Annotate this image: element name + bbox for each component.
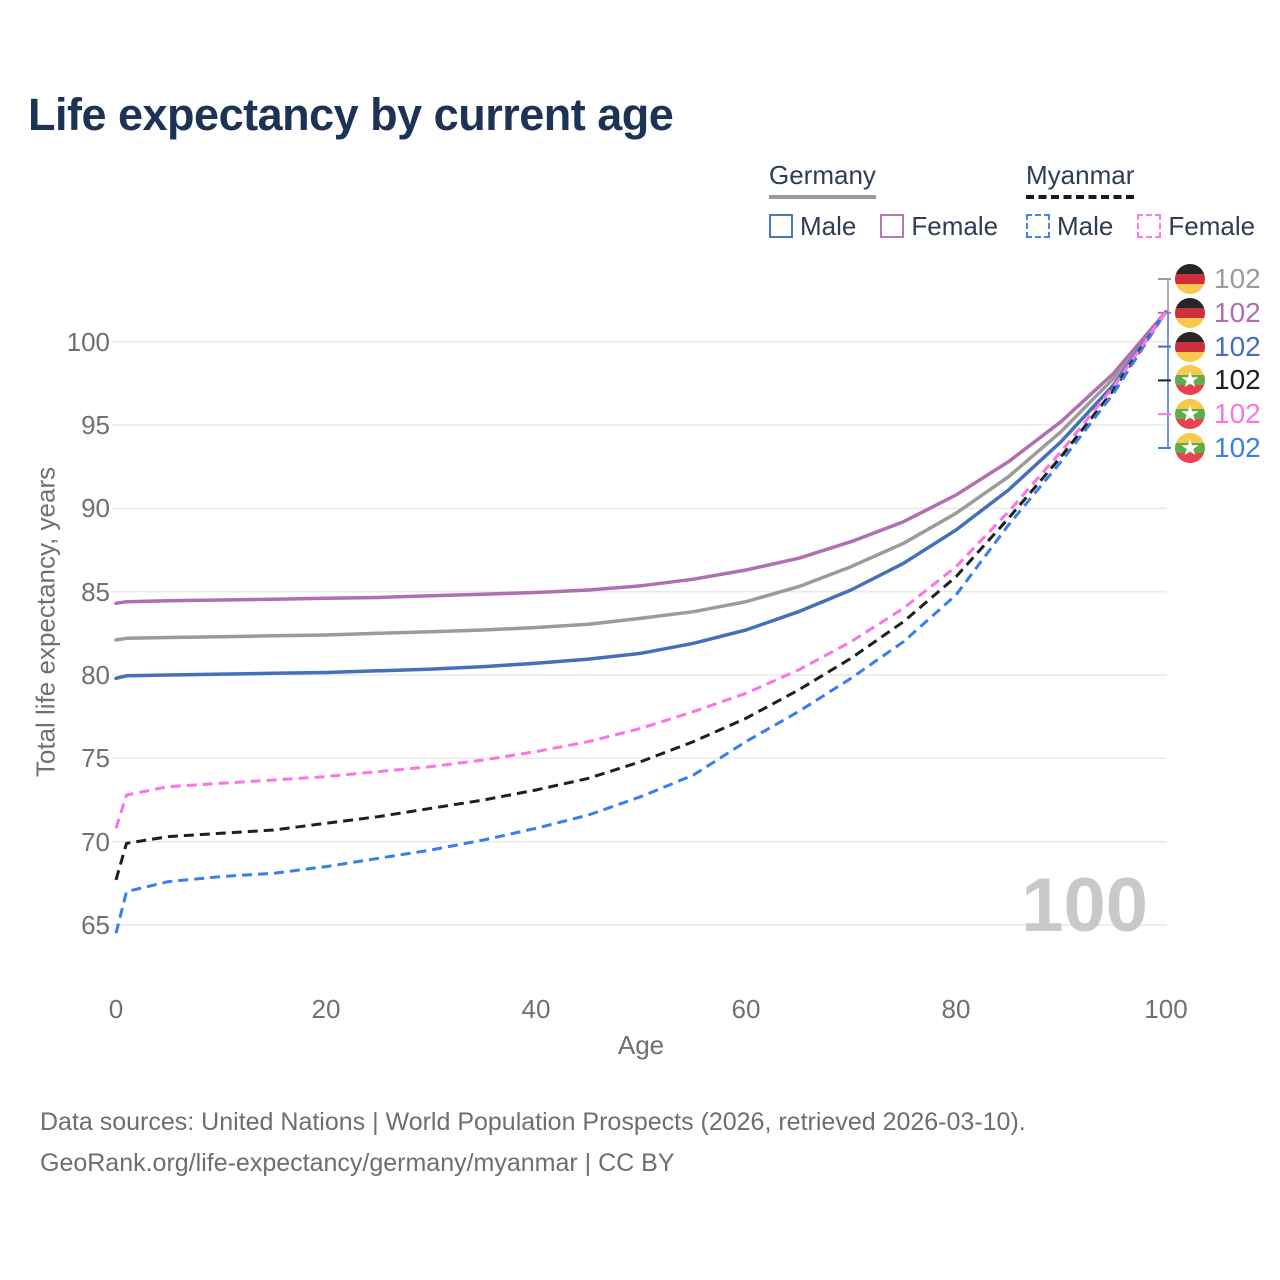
germany-flag-icon (1175, 297, 1205, 328)
myanmar-male-swatch-icon (1026, 214, 1050, 239)
legend-item-label: Female (911, 210, 999, 241)
x-tick-label-80: 80 (941, 994, 971, 1024)
myanmar-flag-icon: ★ (1175, 433, 1205, 463)
y-tick-label-80: 80 (81, 659, 110, 690)
legend-items-germany: Male Female (769, 211, 998, 242)
age-indicator-watermark: 100 (1021, 863, 1148, 948)
y-tick-label-65: 65 (81, 909, 110, 940)
value-label-text: 102 (1214, 364, 1261, 396)
x-axis-title: Age (617, 1030, 665, 1060)
legend-item-label: Male (1057, 210, 1114, 241)
y-tick-label-90: 90 (81, 493, 110, 524)
legend-item-myanmar-female[interactable]: Female (1137, 211, 1255, 242)
series-line-myanmar-all[interactable] (114, 310, 1168, 881)
value-label-row-germany-2: 102 (1175, 330, 1261, 364)
series-line-myanmar-female[interactable] (114, 310, 1168, 829)
legend-header-germany[interactable]: Germany (769, 161, 876, 199)
y-tick-label-70: 70 (81, 826, 110, 857)
footer-attribution-link[interactable]: GeoRank.org/life-expectancy/germany/myan… (40, 1149, 675, 1177)
y-tick-label-95: 95 (81, 410, 110, 441)
star-icon: ★ (1180, 368, 1200, 394)
star-icon: ★ (1180, 436, 1200, 461)
myanmar-female-swatch-icon (1137, 214, 1162, 239)
legend-group-germany: Germany Male Female (769, 161, 998, 242)
value-label-row-myanmar-4: ★ 102 (1175, 397, 1261, 431)
germany-flag-icon (1175, 331, 1205, 362)
legend-item-label: Female (1168, 210, 1256, 241)
series-line-germany-all[interactable] (114, 309, 1168, 642)
legend-item-germany-female[interactable]: Female (880, 211, 998, 242)
x-tick-label-60: 60 (731, 994, 761, 1024)
star-icon: ★ (1180, 402, 1200, 428)
value-label-text: 102 (1214, 330, 1261, 362)
myanmar-flag-icon: ★ (1175, 365, 1205, 396)
footer-data-sources: Data sources: United Nations | World Pop… (40, 1108, 1026, 1136)
series-line-germany-female[interactable] (114, 309, 1168, 606)
legend-header-myanmar[interactable]: Myanmar (1026, 161, 1135, 199)
myanmar-flag-icon: ★ (1175, 399, 1205, 430)
legend-items-myanmar: Male Female (1026, 211, 1255, 242)
value-label-text: 102 (1214, 263, 1261, 294)
germany-female-swatch-icon (880, 214, 905, 239)
series-line-germany-male[interactable] (114, 309, 1168, 681)
legend-item-label: Male (800, 210, 857, 241)
value-label-text: 102 (1214, 296, 1261, 328)
germany-male-swatch-icon (769, 214, 793, 239)
value-label-row-germany-0: 102 (1175, 262, 1261, 296)
page-title: Life expectancy by current age (28, 89, 674, 140)
value-label-text: 102 (1214, 432, 1261, 463)
germany-flag-icon (1175, 264, 1205, 294)
x-tick-label-100: 100 (1144, 994, 1188, 1024)
x-tick-label-0: 0 (108, 994, 124, 1024)
y-tick-label-75: 75 (81, 743, 110, 774)
y-tick-label-85: 85 (81, 576, 110, 607)
legend-item-germany-male[interactable]: Male (769, 211, 856, 242)
value-label-row-myanmar-5: ★ 102 (1175, 431, 1261, 465)
x-tick-label-40: 40 (521, 994, 551, 1024)
value-label-text: 102 (1214, 398, 1261, 430)
series-line-myanmar-male[interactable] (114, 310, 1168, 934)
legend-group-myanmar: Myanmar Male Female (1026, 161, 1255, 242)
value-label-row-myanmar-3: ★ 102 (1175, 363, 1261, 397)
x-tick-label-20: 20 (311, 994, 341, 1024)
legend-item-myanmar-male[interactable]: Male (1026, 211, 1113, 242)
value-label-row-germany-1: 102 (1175, 296, 1261, 330)
y-tick-label-100: 100 (66, 326, 110, 357)
